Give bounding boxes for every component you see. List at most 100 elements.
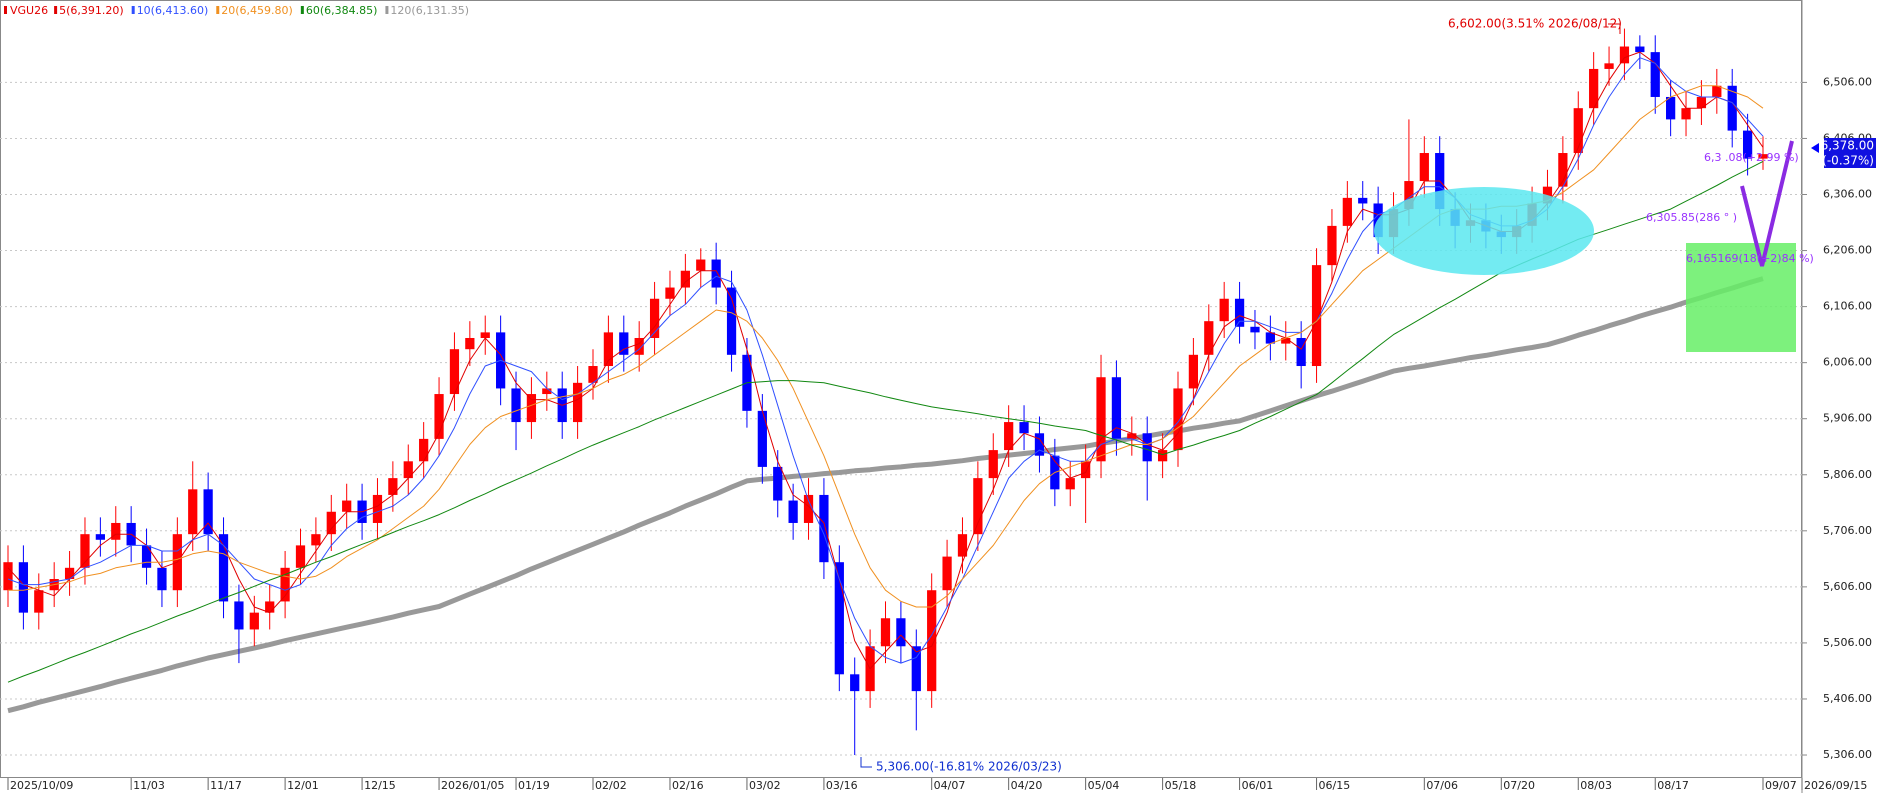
candle-body [1619,46,1630,64]
candle-body [388,478,398,495]
candle-body [773,466,783,501]
low-pointer [860,757,872,768]
candle-body [234,601,244,630]
candle-body [342,500,352,512]
candle-body [295,545,306,568]
legend-entry: 60(6,384.85) [306,4,378,17]
candle-body [18,562,29,613]
candle-body [1173,388,1183,451]
high-annotation: 6,602.00(3.51% 2026/08/12) [1448,17,1622,31]
candle-body [1265,332,1275,344]
x-tick-label: 05/18 [1165,779,1197,792]
candle-body [311,534,321,546]
x-tick-label: 02/02 [595,779,627,792]
candle-body [480,332,490,338]
candle-body [1681,108,1691,120]
candle-body [1742,130,1753,159]
candle-body [1696,96,1707,109]
y-tick-label: 5,906.00 [1823,412,1872,425]
candle-body [1142,433,1152,462]
candle-body [1635,46,1645,53]
y-tick-label: 5,306.00 [1823,748,1872,761]
x-tick-label: 03/16 [826,779,858,792]
candle-body [372,494,383,523]
candle-body [880,618,891,647]
candle-body [465,337,475,350]
drawing-label: 6,305.85(286 ° ) [1646,211,1737,224]
candle-body [1404,181,1414,210]
candle-body [542,388,552,395]
ma-line [7,276,1764,714]
candle-body [649,298,660,338]
candle-body [1419,153,1429,182]
low-annotation: 5,306.00(-16.81% 2026/03/23) [876,760,1062,774]
candle-body [957,534,968,557]
candle-body [634,337,644,355]
y-tick-label: 5,606.00 [1823,580,1872,593]
y-tick-label: 5,806.00 [1823,468,1872,481]
candle-body [34,590,44,613]
x-tick-label: 11/17 [210,779,242,792]
candle-body [819,494,829,563]
candle-body [665,287,675,299]
x-tick-label: 08/03 [1580,779,1612,792]
y-tick-label: 6,306.00 [1823,188,1872,201]
drawing-label: 6,3 .08(+2.99 %) [1704,151,1799,164]
x-tick-label: 03/02 [749,779,781,792]
legend-entry: 20(6,459.80) [221,4,293,17]
last-price: 6,378.00 [1821,139,1874,153]
x-tick-label: 08/17 [1657,779,1689,792]
marks [3,28,1768,756]
candle-body [203,489,213,535]
candle-body [419,438,429,462]
y-tick-label: 5,506.00 [1823,636,1872,649]
legend-swatch [216,6,220,14]
high-pointer [1608,23,1621,34]
grid: 5,306.00 5,406.00 5,506.00 5,606.00 5,706.00… [0,75,1872,792]
candle-body [711,259,721,288]
candle-body [1188,354,1199,389]
x-tick-label: 02/16 [672,779,704,792]
candle-body [1589,68,1599,109]
candle-body [511,388,521,423]
candle-body [973,478,983,535]
candle-body [1157,450,1168,462]
candle-body [1327,225,1337,266]
legend-swatch [4,6,7,14]
x-tick-label: 06/01 [1242,779,1274,792]
candle-body [1573,108,1583,154]
candle-body [1034,433,1045,456]
candle-body [988,450,998,479]
candle-body [449,349,460,395]
legend-swatch [54,6,58,14]
candle-body [265,601,275,613]
candle-body [526,394,537,423]
x-tick-label: 07/20 [1503,779,1535,792]
candle-body [218,534,229,602]
x-tick-label: 12/01 [287,779,319,792]
legend-entry: 5(6,391.20) [59,4,124,17]
candle-body [726,287,737,355]
x-tick-label: 07/06 [1426,779,1458,792]
legend-swatch [131,6,135,14]
candle-body [834,562,844,675]
candle-body [1096,377,1106,462]
candle-body [1558,153,1568,187]
x-tick-label: 04/20 [1011,779,1043,792]
x-tick-label: 06/15 [1319,779,1351,792]
candle-body [1758,154,1768,159]
candle-body [1604,63,1614,69]
candle-body [1296,337,1306,367]
ma-line [7,51,1764,670]
candle-body [896,618,906,647]
candle-body [1004,422,1014,451]
candle-body [1342,197,1352,226]
candle-body [1111,377,1122,439]
candle-body [80,534,90,568]
candle-body [1065,478,1075,490]
price-box [1824,138,1876,168]
candle-body [680,270,690,288]
legend-entry: 120(6,131.35) [390,4,469,17]
y-tick-label: 6,106.00 [1823,300,1872,313]
x-tick-label: 11/03 [133,779,165,792]
